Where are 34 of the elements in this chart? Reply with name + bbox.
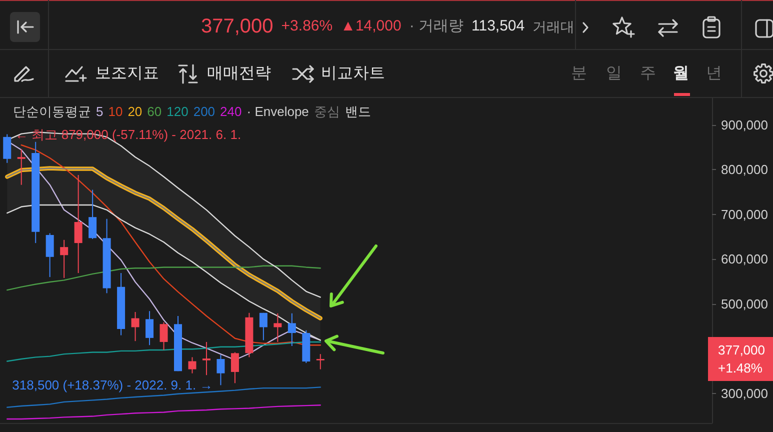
y-tick-label: 800,000 [721,162,768,178]
text: 월 [673,64,689,84]
text: 240 [220,104,242,119]
text: 60 [147,104,162,119]
text: ▲14,000 [340,18,402,36]
text: 년 [706,64,722,84]
text: 분 [571,64,587,84]
text: · 거래량 [409,18,464,36]
text: +1.48% [718,360,762,376]
text: 20 [128,104,142,119]
annotation: · Envelope [246,104,309,119]
text: 보조지표 [95,64,159,84]
text: 비교차트 [321,64,385,84]
y-tick-label: 900,000 [721,117,768,132]
text: +3.86% [281,18,333,36]
annotation: 318,500 (+18.37%) - 2022. 9. 1. → [12,378,213,393]
text: 일 [606,64,622,84]
y-tick-label: 700,000 [721,206,768,222]
text: 주 [640,64,656,84]
text: 200 [193,104,216,119]
text: 밴드 [344,104,371,119]
legend-title: 단순이동평균 [13,104,91,119]
text: 10 [108,104,123,119]
text: 거래대 [532,18,575,36]
text: 매매전략 [207,64,271,84]
text: 중심 [314,104,340,119]
y-tick-label: 600,000 [721,252,768,267]
text: 5 [96,104,104,119]
text: 377,000 [718,342,765,358]
text: 120 [166,104,188,119]
text: 113,504 [472,18,525,36]
text: 377,000 [201,16,274,38]
y-tick-label: 300,000 [721,386,768,401]
y-tick-label: 500,000 [721,296,768,312]
